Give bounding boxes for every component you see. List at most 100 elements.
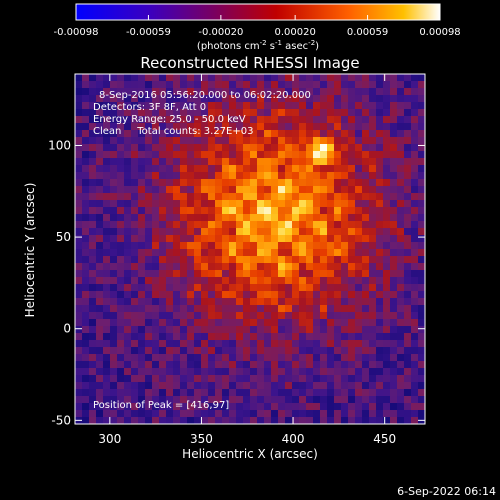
heatmap-cell (397, 333, 405, 341)
heatmap-cell (117, 333, 125, 341)
heatmap-cell (110, 158, 118, 166)
heatmap-cell (180, 354, 188, 362)
heatmap-cell (418, 200, 426, 208)
heatmap-cell (117, 305, 125, 313)
heatmap-cell (278, 368, 286, 376)
heatmap-cell (355, 403, 363, 411)
heatmap-cell (271, 144, 279, 152)
heatmap-cell (327, 221, 335, 229)
heatmap-cell (404, 347, 412, 355)
heatmap-cell (285, 368, 293, 376)
heatmap-cell (355, 333, 363, 341)
heatmap-cell (131, 88, 139, 96)
heatmap-cell (257, 172, 265, 180)
heatmap-cell (383, 88, 391, 96)
heatmap-cell (103, 242, 111, 250)
heatmap-cell (89, 130, 97, 138)
heatmap-cell (271, 235, 279, 243)
heatmap-cell (285, 179, 293, 187)
heatmap-cell (201, 172, 209, 180)
heatmap-cell (418, 193, 426, 201)
heatmap-cell (138, 382, 146, 390)
heatmap-cell (236, 277, 244, 285)
heatmap-cell (187, 319, 195, 327)
heatmap-cell (124, 403, 132, 411)
heatmap-cell (299, 130, 307, 138)
heatmap-cell (222, 151, 230, 159)
heatmap-cell (201, 284, 209, 292)
heatmap-cell (250, 291, 258, 299)
heatmap-cell (194, 81, 202, 89)
heatmap-cell (82, 221, 90, 229)
heatmap-cell (187, 347, 195, 355)
heatmap-cell (334, 270, 342, 278)
heatmap-cell (299, 396, 307, 404)
heatmap-cell (271, 312, 279, 320)
heatmap-cell (292, 214, 300, 222)
heatmap-cell (82, 354, 90, 362)
heatmap-cell (341, 242, 349, 250)
heatmap-cell (320, 116, 328, 124)
heatmap-cell (390, 172, 398, 180)
heatmap-cell (404, 158, 412, 166)
heatmap-cell (362, 347, 370, 355)
heatmap-cell (355, 340, 363, 348)
heatmap-cell (397, 417, 405, 425)
heatmap-cell (222, 81, 230, 89)
heatmap-cell (306, 249, 314, 257)
heatmap-cell (348, 347, 356, 355)
annotation-clean-counts: Clean Total counts: 3.27E+03 (93, 126, 253, 137)
heatmap-cell (229, 284, 237, 292)
heatmap-cell (208, 354, 216, 362)
heatmap-cell (89, 186, 97, 194)
heatmap-cell (411, 263, 419, 271)
heatmap-cell (327, 158, 335, 166)
heatmap-cell (320, 102, 328, 110)
heatmap-cell (292, 354, 300, 362)
heatmap-cell (383, 389, 391, 397)
heatmap-cell (243, 102, 251, 110)
heatmap-cell (215, 403, 223, 411)
heatmap-cell (138, 123, 146, 131)
heatmap-cell (131, 95, 139, 103)
heatmap-cell (383, 109, 391, 117)
heatmap-cell (320, 340, 328, 348)
heatmap-cell (229, 74, 237, 82)
heatmap-cell (341, 256, 349, 264)
heatmap-cell (215, 193, 223, 201)
heatmap-cell (152, 368, 160, 376)
heatmap-cell (285, 88, 293, 96)
heatmap-cell (208, 158, 216, 166)
heatmap-cell (285, 137, 293, 145)
heatmap-cell (229, 207, 237, 215)
heatmap-cell (376, 284, 384, 292)
heatmap-cell (348, 417, 356, 425)
heatmap-cell (194, 235, 202, 243)
heatmap-cell (117, 403, 125, 411)
heatmap-cell (383, 305, 391, 313)
heatmap-cell (194, 74, 202, 82)
heatmap-cell (194, 228, 202, 236)
heatmap-cell (285, 242, 293, 250)
heatmap-cell (215, 417, 223, 425)
heatmap-cell (376, 291, 384, 299)
heatmap-cell (110, 137, 118, 145)
heatmap-cell (313, 249, 321, 257)
heatmap-cell (271, 410, 279, 418)
heatmap-cell (187, 256, 195, 264)
heatmap-cell (243, 319, 251, 327)
heatmap-cell (215, 368, 223, 376)
heatmap-cell (159, 312, 167, 320)
heatmap-cell (117, 284, 125, 292)
heatmap-cell (292, 137, 300, 145)
heatmap-cell (390, 200, 398, 208)
heatmap-cell (215, 305, 223, 313)
heatmap-cell (411, 151, 419, 159)
heatmap-cell (229, 95, 237, 103)
heatmap-cell (117, 291, 125, 299)
heatmap-cell (383, 95, 391, 103)
heatmap-cell (131, 165, 139, 173)
heatmap-cell (201, 88, 209, 96)
heatmap-cell (194, 347, 202, 355)
heatmap-cell (131, 291, 139, 299)
